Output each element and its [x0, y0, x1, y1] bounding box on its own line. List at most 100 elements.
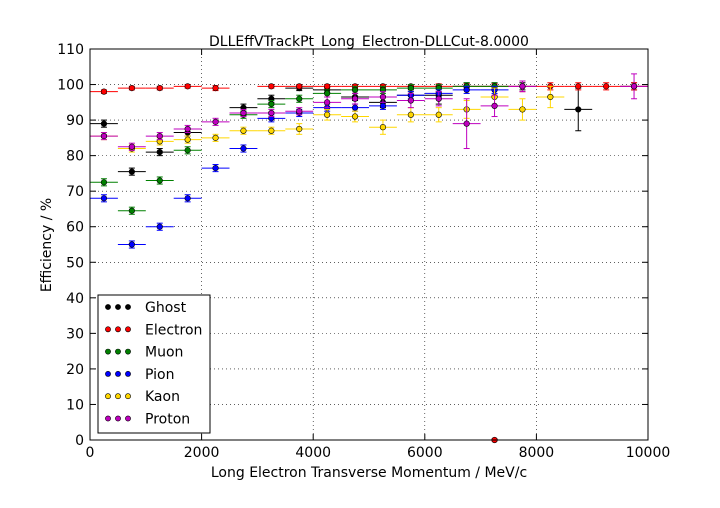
data-point — [128, 207, 135, 214]
x-tick-label: 2000 — [184, 445, 220, 461]
data-point — [268, 127, 275, 134]
data-point — [351, 95, 359, 102]
data-point — [128, 84, 135, 92]
y-tick-label: 60 — [66, 220, 84, 236]
legend-marker — [115, 415, 121, 422]
data-point — [603, 83, 610, 90]
data-point — [240, 145, 247, 152]
data-point — [296, 95, 303, 102]
data-point — [296, 125, 303, 133]
data-point — [324, 83, 331, 90]
legend-marker — [125, 393, 131, 400]
data-point — [184, 83, 191, 90]
y-tick-label: 70 — [66, 184, 84, 200]
x-tick-label: 10000 — [626, 445, 671, 461]
legend-marker — [125, 326, 131, 333]
data-point — [519, 106, 526, 113]
data-point — [379, 93, 387, 101]
data-point — [407, 111, 414, 118]
legend-marker — [115, 370, 121, 377]
data-point — [463, 120, 470, 127]
data-point — [128, 241, 135, 248]
data-point — [547, 93, 554, 101]
data-point — [128, 168, 135, 175]
legend-marker — [105, 326, 111, 333]
data-point — [184, 136, 191, 143]
legend-marker — [105, 393, 111, 400]
data-point — [212, 164, 219, 172]
y-tick-label: 50 — [66, 255, 84, 271]
x-axis-label: Long Electron Transverse Momentum / MeV/… — [211, 465, 527, 481]
legend: Ghost Electron Muon Pion Kaon Proton — [97, 294, 211, 434]
legend-label: Pion — [145, 367, 174, 383]
data-point — [156, 177, 163, 184]
plot-data — [90, 73, 648, 444]
legend-label: Electron — [145, 322, 202, 338]
data-point — [156, 132, 163, 140]
y-tick-label: 110 — [57, 42, 84, 58]
legend-item-electron: Electron — [105, 322, 202, 338]
data-point — [240, 127, 247, 134]
data-point — [184, 195, 191, 202]
legend-marker — [105, 348, 111, 355]
data-point — [296, 108, 303, 115]
data-point — [519, 83, 526, 90]
data-point — [379, 124, 387, 131]
x-tick-label: 8000 — [519, 445, 555, 461]
data-point — [240, 109, 247, 117]
y-tick-label: 80 — [66, 149, 84, 165]
data-point — [351, 86, 359, 93]
data-point — [407, 97, 414, 104]
legend-item-ghost: Ghost — [105, 300, 187, 316]
data-point — [212, 118, 219, 125]
legend-marker — [125, 415, 131, 422]
data-point — [351, 104, 359, 111]
legend-label: Ghost — [145, 300, 187, 316]
data-point — [212, 84, 219, 92]
data-point — [296, 83, 303, 90]
data-point — [491, 102, 498, 109]
legend-label: Proton — [145, 412, 190, 428]
legend-marker — [105, 304, 111, 310]
legend-marker — [105, 415, 111, 422]
data-point — [156, 84, 163, 92]
x-tick-label: 4000 — [295, 445, 331, 461]
data-point — [156, 223, 163, 230]
data-point — [351, 113, 359, 120]
x-tick-label: 6000 — [407, 445, 443, 461]
y-tick-label: 20 — [66, 362, 84, 378]
legend-label: Muon — [145, 345, 183, 361]
data-point — [156, 148, 163, 156]
data-point — [268, 100, 275, 108]
data-point — [463, 86, 470, 93]
y-tick-label: 90 — [66, 113, 84, 129]
series-proton — [90, 73, 648, 151]
x-tick-label: 0 — [86, 445, 95, 461]
data-point — [100, 132, 108, 140]
legend-item-kaon: Kaon — [105, 389, 180, 405]
data-point — [407, 84, 414, 92]
series-kaon — [90, 85, 565, 153]
data-point — [100, 179, 108, 186]
legend-item-muon: Muon — [105, 345, 183, 361]
y-tick-label: 0 — [75, 433, 84, 449]
data-point — [324, 90, 331, 97]
data-point — [184, 125, 191, 133]
data-point — [630, 83, 638, 90]
y-tick-label: 100 — [57, 78, 84, 94]
data-point — [184, 147, 191, 154]
data-point — [379, 102, 387, 109]
data-point — [212, 134, 219, 141]
legend-marker — [125, 304, 131, 310]
y-tick-label: 30 — [66, 326, 84, 342]
data-point — [268, 109, 275, 117]
legend-item-proton: Proton — [105, 412, 190, 428]
data-point — [100, 120, 108, 127]
data-point — [435, 95, 442, 102]
chart-title: DLLEffVTrackPt_Long_Electron-DLLCut-8.00… — [209, 34, 529, 50]
axes: 0 2000 4000 6000 8000 10000 0 10 20 30 40 50 60 70 80 9… — [57, 42, 670, 461]
legend-marker — [115, 393, 121, 400]
legend-box — [97, 294, 211, 434]
